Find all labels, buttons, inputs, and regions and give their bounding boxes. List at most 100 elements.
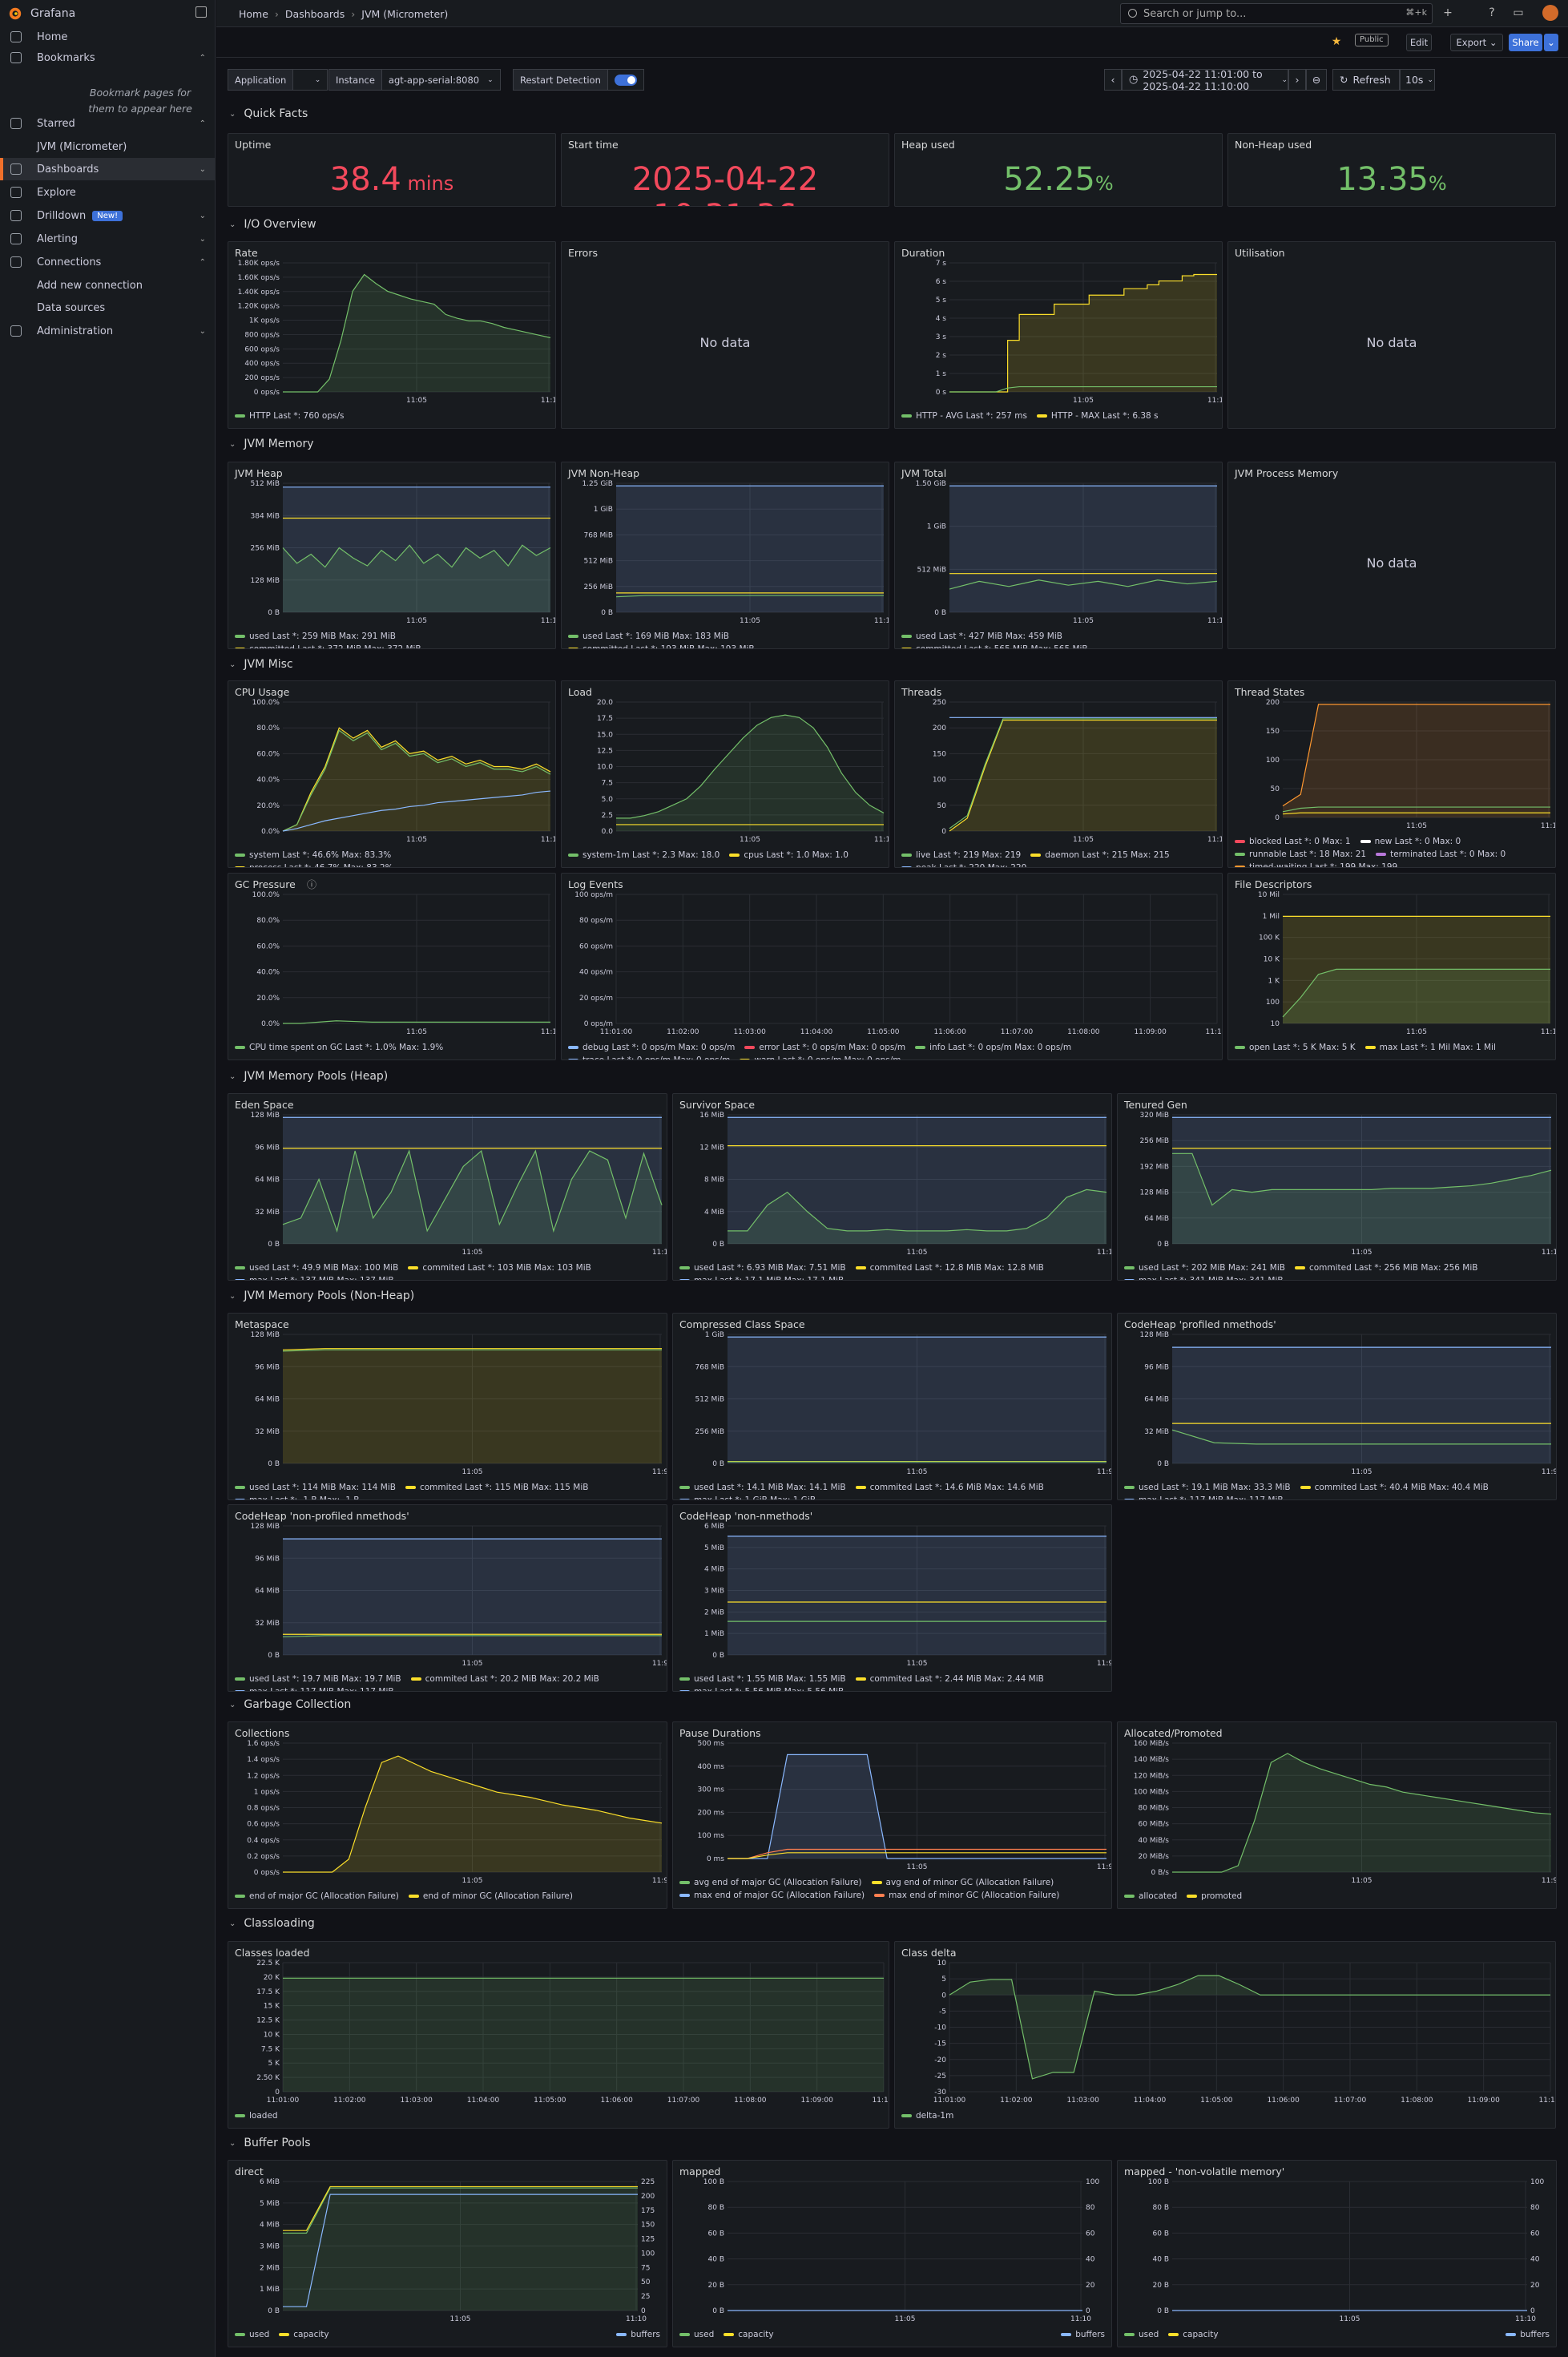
stat-panel-start-time[interactable]: Start time 2025-04-22 10:31:36 [561, 133, 889, 207]
time-range-picker[interactable]: ◷ 2025-04-22 11:01:00 to 2025-04-22 11:10… [1122, 68, 1288, 92]
sidebar-item-starred[interactable]: Starred ⌃ [0, 112, 216, 135]
series-line[interactable] [616, 714, 885, 819]
legend-item[interactable]: committed Last *: 565 MiB Max: 565 MiB [901, 644, 1088, 648]
legend-item[interactable]: avg end of minor GC (Allocation Failure) [871, 1878, 1054, 1887]
panel-cpu-usage[interactable]: CPU Usage 100.0% 80.0% 60.0% 40.0% 20.0% 0.0% 1… [228, 680, 556, 868]
instance-variable[interactable]: Instance agt-app-serial:8080 ⌄ [329, 69, 501, 91]
legend-item[interactable]: delta-1m [901, 2111, 953, 2121]
panel-tenured-gen[interactable]: Tenured Gen 320 MiB 256 MiB 192 MiB 128 MiB 6… [1117, 1093, 1557, 1281]
series-line[interactable] [1282, 968, 1550, 1018]
series-line[interactable] [949, 718, 1217, 829]
legend-item[interactable]: commited Last *: 40.4 MiB Max: 40.4 MiB [1300, 1483, 1489, 1492]
panel-threads[interactable]: Threads 250 200 150 100 50 0 11:05 11:1 live Last… [894, 680, 1223, 868]
legend-item[interactable]: loaded [235, 2111, 278, 2121]
legend-item[interactable]: trace Last *: 0 ops/m Max: 0 ops/m [568, 1055, 730, 1059]
legend-item[interactable]: max end of major GC (Allocation Failure) [679, 1891, 865, 1900]
row-buf[interactable]: ⌄ Buffer Pools [229, 2137, 311, 2149]
series-line[interactable] [1172, 1152, 1552, 1206]
zoom-out-icon[interactable]: ⊖ [1306, 69, 1327, 91]
row-mem[interactable]: ⌄ JVM Memory [229, 438, 314, 450]
sidebar-item-data-sources[interactable]: Data sources [0, 297, 216, 319]
legend-item[interactable]: HTTP Last *: 760 ops/s [235, 411, 345, 421]
legend-item[interactable]: open Last *: 5 K Max: 5 K [1235, 1043, 1356, 1052]
grafana-logo[interactable]: Grafana [8, 6, 75, 21]
legend-item[interactable]: commited Last *: 12.8 MiB Max: 12.8 MiB [855, 1263, 1044, 1273]
legend-item[interactable]: used Last *: 259 MiB Max: 291 MiB [235, 632, 396, 641]
legend-item[interactable]: blocked Last *: 0 Max: 1 [1235, 837, 1351, 846]
legend-item[interactable]: committed Last *: 372 MiB Max: 372 MiB [235, 644, 421, 648]
legend-item[interactable]: timed-waiting Last *: 199 Max: 199 [1235, 862, 1397, 867]
sidebar-item-home[interactable]: Home [0, 26, 216, 48]
legend-item[interactable]: used Last *: 114 MiB Max: 114 MiB [235, 1483, 396, 1492]
series-line[interactable] [728, 1852, 1106, 1859]
chevron-icon[interactable]: ⌃ [199, 53, 206, 63]
legend-item[interactable]: runnable Last *: 18 Max: 21 [1235, 850, 1366, 859]
row-quick[interactable]: ⌄ Quick Facts [229, 107, 308, 120]
legend-item[interactable]: max Last *: 1 Mil Max: 1 Mil [1364, 1043, 1496, 1052]
legend-item[interactable]: end of major GC (Allocation Failure) [235, 1891, 399, 1901]
restart-toggle[interactable] [614, 74, 637, 86]
legend-item[interactable]: end of minor GC (Allocation Failure) [408, 1891, 573, 1901]
chevron-icon[interactable]: ⌃ [199, 119, 206, 128]
legend-item[interactable]: max Last *: 1 GiB Max: 1 GiB [679, 1495, 816, 1499]
panel-log-events[interactable]: Log Events 100 ops/m 80 ops/m 60 ops/m 40 op… [561, 873, 1223, 1060]
legend-item[interactable]: HTTP - AVG Last *: 257 ms [901, 411, 1027, 421]
legend-item[interactable]: used Last *: 49.9 MiB Max: 100 MiB [235, 1263, 398, 1273]
legend-item[interactable]: CPU time spent on GC Last *: 1.0% Max: 1… [235, 1043, 443, 1052]
panel-allocated-promoted[interactable]: Allocated/Promoted 160 MiB/s 140 MiB/s 120 … [1117, 1721, 1557, 1909]
series-line[interactable] [615, 595, 884, 598]
panel-eden-space[interactable]: Eden Space 128 MiB 96 MiB 64 MiB 32 MiB 0 B 11… [228, 1093, 667, 1281]
panel-jvm-total[interactable]: JVM Total 1.50 GiB 1 GiB 512 MiB 0 B 11:05 11:… [894, 462, 1223, 649]
series-line[interactable] [283, 2187, 638, 2234]
export-button[interactable]: Export ⌄ [1450, 34, 1503, 51]
legend-item[interactable]: system Last *: 46.6% Max: 83.3% [235, 850, 391, 860]
legend-item[interactable]: buffers [1061, 2330, 1105, 2339]
star-icon[interactable]: ★ [1331, 35, 1342, 48]
legend-item[interactable]: used [679, 2330, 714, 2339]
series-line[interactable] [282, 1149, 663, 1233]
share-button[interactable]: Share [1509, 34, 1542, 51]
legend-item[interactable]: debug Last *: 0 ops/m Max: 0 ops/m [568, 1043, 735, 1052]
row-misc[interactable]: ⌄ JVM Misc [229, 658, 293, 671]
info-icon[interactable]: ⓘ [307, 879, 317, 890]
legend-item[interactable]: commited Last *: 14.6 MiB Max: 14.6 MiB [855, 1483, 1044, 1492]
legend-item[interactable]: used Last *: 427 MiB Max: 459 MiB [901, 632, 1062, 641]
series-line[interactable] [282, 790, 551, 832]
panel-gc-pressure[interactable]: GC Pressure ⓘ 100.0% 80.0% 60.0% 40.0% 20.0% 0.… [228, 873, 556, 1060]
series-line[interactable] [282, 544, 551, 568]
sidebar-item-explore[interactable]: Explore [0, 181, 216, 204]
legend-item[interactable]: live Last *: 219 Max: 219 [901, 850, 1021, 860]
legend-item[interactable]: used Last *: 1.55 MiB Max: 1.55 MiB [679, 1674, 846, 1684]
series-line[interactable] [949, 273, 1217, 393]
series-line[interactable] [949, 385, 1217, 393]
series-line[interactable] [283, 2194, 638, 2307]
legend-item[interactable]: commited Last *: 2.44 MiB Max: 2.44 MiB [855, 1674, 1044, 1684]
legend-item[interactable]: used [235, 2330, 269, 2339]
panel-thread-states[interactable]: Thread States 200 150 100 50 0 11:05 11:1 blocke… [1227, 680, 1556, 868]
series-line[interactable] [949, 579, 1218, 590]
chevron-icon[interactable]: ⌄ [199, 234, 206, 244]
legend-item[interactable]: max Last *: 117 MiB Max: 117 MiB [235, 1687, 394, 1691]
legend-item[interactable]: process Last *: 46.7% Max: 83.2% [235, 863, 393, 867]
sidebar-item-bookmarks[interactable]: Bookmarks ⌃ [0, 46, 216, 69]
stat-panel-heap-used[interactable]: Heap used 52.25% [894, 133, 1223, 207]
chevron-icon[interactable]: ⌄ [199, 326, 206, 336]
sidebar-item-alerting[interactable]: Alerting ⌄ [0, 228, 216, 250]
row-gc[interactable]: ⌄ Garbage Collection [229, 1698, 351, 1711]
series-line[interactable] [282, 727, 551, 832]
panel-compressed-class-space[interactable]: Compressed Class Space 1 GiB 768 MiB 512 Mi… [672, 1313, 1112, 1500]
legend-item[interactable]: used Last *: 202 MiB Max: 241 MiB [1124, 1263, 1285, 1273]
series-line[interactable] [283, 273, 551, 393]
legend-item[interactable]: commited Last *: 20.2 MiB Max: 20.2 MiB [410, 1674, 599, 1684]
panel-codeheap-non-nmethods[interactable]: CodeHeap 'non-nmethods' 6 MiB 5 MiB 4 MiB 3 … [672, 1504, 1112, 1692]
breadcrumb-dashboards[interactable]: Dashboards [284, 8, 345, 20]
chevron-icon[interactable]: ⌄ [199, 164, 206, 174]
legend-item[interactable]: used Last *: 19.7 MiB Max: 19.7 MiB [235, 1674, 401, 1684]
legend-item[interactable]: daemon Last *: 215 Max: 215 [1030, 850, 1170, 860]
panel-jvm-heap[interactable]: JVM Heap 512 MiB 384 MiB 256 MiB 128 MiB 0 B 1… [228, 462, 556, 649]
legend-item[interactable]: max Last *: 137 MiB Max: 137 MiB [235, 1276, 394, 1280]
legend-item[interactable]: error Last *: 0 ops/m Max: 0 ops/m [744, 1043, 905, 1052]
panel-rate[interactable]: Rate 1.80K ops/s 1.60K ops/s 1.40K ops/s 1.2… [228, 241, 556, 429]
